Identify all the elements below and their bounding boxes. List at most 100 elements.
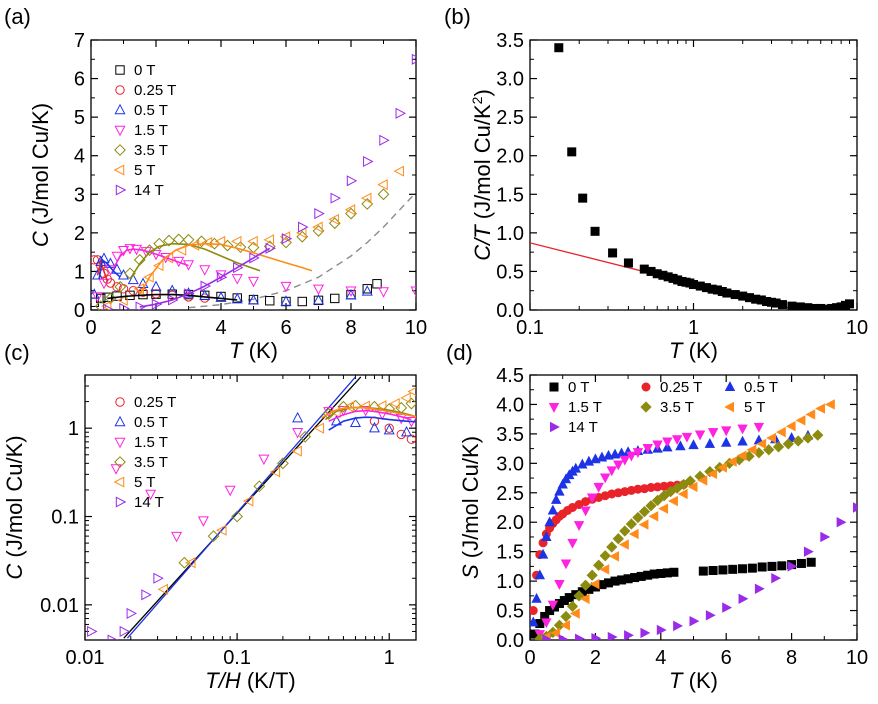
data-point-d-3p5t-13 [619,525,631,537]
data-point-d-0t-23 [669,567,679,577]
data-point-b-0t-31 [777,300,787,310]
data-point-a-5t-17 [344,204,356,216]
data-point-c-0p25t-3 [406,434,416,444]
data-point-a-5t-16 [328,213,339,225]
data-point-a-0p25t-6 [112,282,122,292]
data-point-a-0t-19 [362,284,372,294]
data-point-d-5t-10 [638,519,649,530]
data-point-c-3p5t-1 [207,530,220,543]
data-point-a-1p5t-14 [231,274,243,285]
y-tick-label-b-1: 0.5 [496,261,524,283]
data-point-d-14t-0 [542,634,553,640]
data-point-b-0t-23 [730,290,740,300]
model-curve-a-0p25t [96,258,109,282]
y-tick-label-d-5: 2.5 [496,483,524,505]
data-point-a-0p5t-15 [247,294,260,305]
data-point-c-14t-5 [153,572,164,584]
model-curve-a-3p5t [129,242,261,280]
legend-label-d-5t: 5 T [744,399,765,416]
y-tick-label-b-6: 3.0 [496,69,524,91]
data-point-a-0t-20 [372,279,382,289]
data-point-d-5t-26 [795,415,806,426]
panel-d-label: (d) [446,340,473,365]
data-point-d-5t-5 [589,578,600,590]
x-tick-label-a-2: 4 [215,317,226,339]
data-point-a-3p5t-6 [153,237,166,250]
x-tick-label-a-5: 10 [405,317,427,339]
data-point-d-1p5t-23 [721,426,732,437]
y-axis-label-d: S (J/mol Cu/K) [458,436,483,579]
legend-marker-c-3p5t [114,456,126,468]
x-tick-label-d-0: 0 [524,647,535,669]
data-point-a-1p5t-15 [247,276,260,288]
data-point-d-14t-8 [673,620,683,632]
legend-marker-a-1p5t [114,125,126,137]
legend-marker-a-0p5t [114,103,126,115]
y-tick-label-b-4: 2.0 [496,146,524,168]
data-point-d-1p5t-10 [600,473,611,484]
model-curve-a-14t [139,247,271,308]
data-point-d-0t-35 [806,557,816,567]
data-point-a-14t-7 [216,271,228,283]
data-point-a-5t-8 [201,236,213,249]
data-point-d-5t-6 [599,564,610,575]
x-tick-label-d-5: 10 [846,647,868,669]
legend-label-d-14t: 14 T [568,419,598,436]
data-point-d-0p5t-26 [675,440,686,451]
data-point-a-1p5t-18 [345,286,357,297]
data-point-a-0t-15 [297,296,307,307]
data-point-d-14t-19 [852,502,857,513]
data-point-a-3p5t-10 [195,235,208,248]
data-point-c-3p5t-0 [178,556,191,569]
data-point-d-3p5t-16 [638,505,651,518]
y-tick-label-d-8: 4.0 [496,394,524,416]
x-axis-label-d: T (K) [669,668,718,693]
data-point-a-3p5t-22 [377,188,390,201]
data-point-b-0t-1 [567,147,577,157]
data-point-a-1p5t-17 [312,284,325,296]
data-point-d-5t-1 [550,627,561,639]
data-point-c-3p5t-12 [405,397,416,410]
data-point-d-0p5t-1 [531,592,542,603]
data-point-c-3p5t-8 [349,399,362,412]
legend-label-c-3p5t: 3.5 T [134,454,168,471]
data-point-d-14t-2 [575,633,585,640]
data-point-c-0p5t-2 [349,416,361,428]
data-point-b-0t-5 [623,258,633,268]
legend-marker-c-1p5t [114,437,126,449]
data-point-d-0p5t-3 [537,548,549,559]
data-point-d-1p5t-17 [652,440,663,451]
model-curve-c-1p5t [328,409,412,422]
data-point-c-5t-8 [343,401,354,413]
data-point-d-0t-28 [738,564,748,574]
plot-area-a [91,53,416,310]
data-point-a-14t-17 [379,134,390,146]
data-point-a-0p25t-10 [151,289,161,299]
data-point-d-0p5t-7 [550,494,562,504]
data-point-d-3p5t-10 [599,550,611,562]
y-tick-label-a-7: 7 [74,30,85,52]
data-point-a-5t-12 [263,234,274,246]
x-tick-label-d-1: 2 [590,647,601,669]
data-point-c-5t-4 [269,466,281,478]
data-point-d-5t-27 [805,409,816,420]
data-point-d-0t-27 [728,564,738,574]
data-point-d-5t-22 [756,438,767,450]
data-point-c-5t-5 [291,445,302,457]
legend-marker-a-3p5t [114,144,126,156]
x-tick-label-d-2: 4 [655,647,666,669]
data-point-c-1p5t-3 [197,516,209,527]
data-point-d-3p5t-9 [593,559,605,571]
data-point-d-0t-31 [767,561,777,571]
data-point-a-3p5t-12 [221,239,234,252]
plot-frame-c [84,374,417,641]
y-axis-label-b: C/T (J/mol Cu/K2) [469,89,495,261]
data-point-c-5t-10 [375,400,387,412]
data-point-d-5t-17 [707,468,718,480]
data-point-d-1p5t-6 [573,521,585,532]
y-tick-label-d-0: 0.0 [496,630,524,652]
model-curve-c-5t [321,406,416,419]
legend-marker-d-14t [549,421,560,433]
data-point-b-0t-33 [795,302,805,310]
data-point-a-14t-18 [395,107,407,119]
